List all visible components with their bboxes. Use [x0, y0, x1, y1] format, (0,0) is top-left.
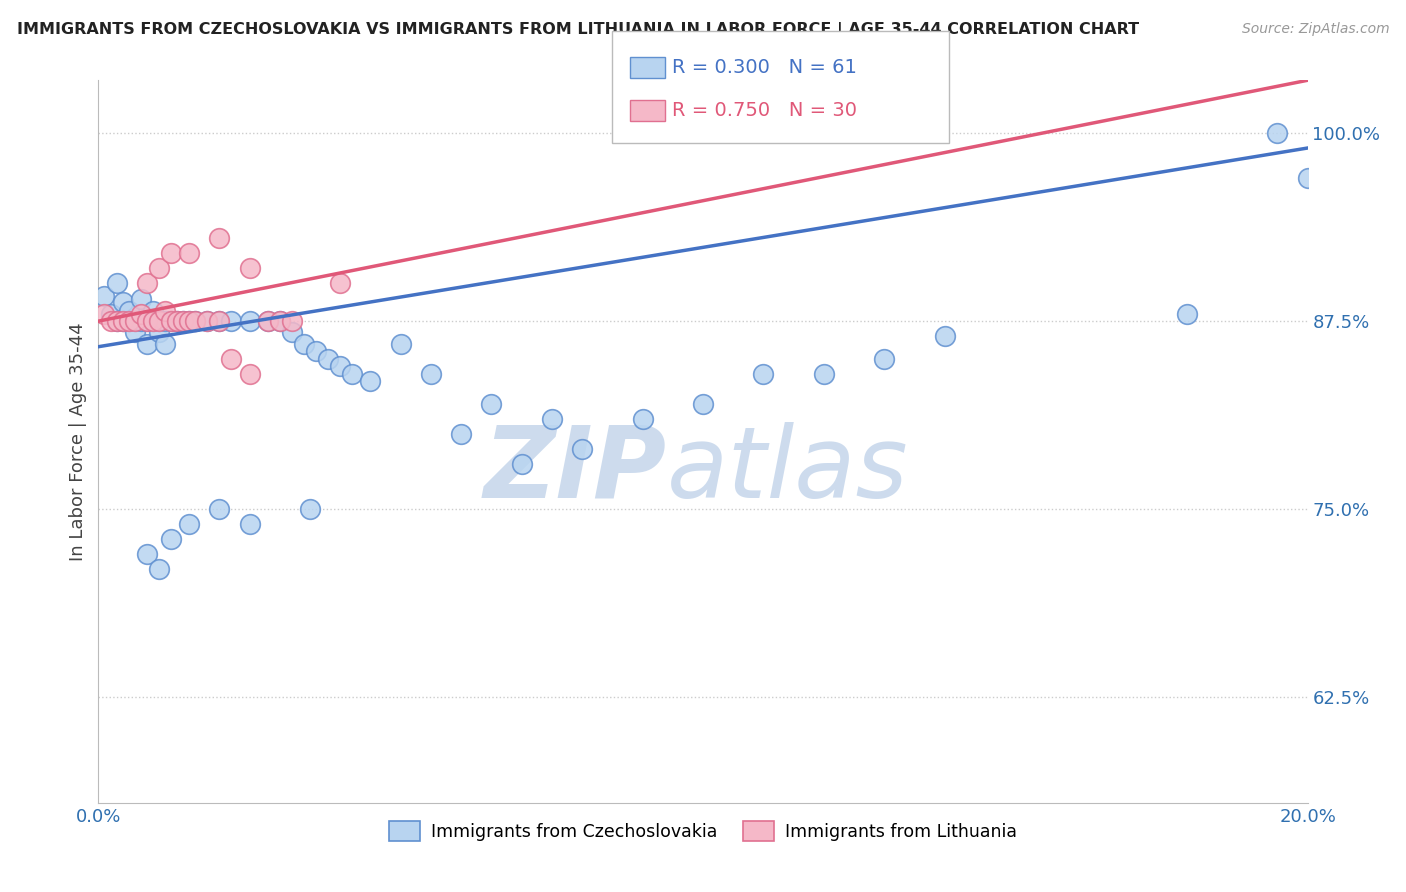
Point	[208, 314, 231, 328]
Point	[100, 307, 122, 321]
Point	[142, 314, 165, 328]
Point	[135, 314, 157, 328]
Point	[142, 303, 165, 318]
Point	[166, 314, 188, 328]
Point	[1267, 126, 1289, 140]
Point	[135, 277, 157, 291]
Point	[135, 336, 157, 351]
Point	[153, 314, 176, 328]
Point	[148, 261, 170, 276]
Point	[105, 314, 128, 328]
Point	[195, 314, 218, 328]
Point	[160, 246, 183, 260]
Point	[160, 533, 183, 547]
Point	[269, 314, 291, 328]
Point	[129, 292, 152, 306]
Point	[100, 314, 122, 328]
Point	[179, 314, 201, 328]
Text: atlas: atlas	[666, 422, 908, 519]
Text: IMMIGRANTS FROM CZECHOSLOVAKIA VS IMMIGRANTS FROM LITHUANIA IN LABOR FORCE | AGE: IMMIGRANTS FROM CZECHOSLOVAKIA VS IMMIGR…	[17, 22, 1139, 38]
Point	[129, 307, 152, 321]
Point	[305, 344, 328, 359]
Point	[118, 314, 141, 328]
Text: R = 0.750   N = 30: R = 0.750 N = 30	[672, 101, 858, 120]
Point	[389, 336, 412, 351]
Point	[450, 427, 472, 442]
Point	[124, 314, 146, 328]
Point	[316, 351, 339, 366]
Point	[153, 303, 176, 318]
Text: R = 0.300   N = 61: R = 0.300 N = 61	[672, 58, 856, 78]
Point	[142, 314, 165, 328]
Point	[135, 314, 157, 328]
Point	[148, 314, 170, 328]
Point	[118, 303, 141, 318]
Point	[329, 359, 352, 374]
Point	[184, 314, 207, 328]
Point	[172, 314, 194, 328]
Point	[239, 314, 262, 328]
Point	[571, 442, 593, 456]
Point	[239, 367, 262, 381]
Point	[631, 412, 654, 426]
Point	[148, 325, 170, 339]
Point	[281, 314, 304, 328]
Point	[179, 314, 201, 328]
Point	[208, 502, 231, 516]
Point	[179, 246, 201, 260]
Point	[256, 314, 278, 328]
Point	[281, 325, 304, 339]
Point	[692, 397, 714, 411]
Point	[129, 314, 152, 328]
Point	[124, 314, 146, 328]
Point	[208, 231, 231, 245]
Point	[184, 314, 207, 328]
Point	[160, 314, 183, 328]
Point	[873, 351, 896, 366]
Point	[208, 314, 231, 328]
Point	[299, 502, 322, 516]
Point	[118, 314, 141, 328]
Point	[179, 517, 201, 532]
Text: ZIP: ZIP	[484, 422, 666, 519]
Point	[111, 314, 134, 328]
Point	[148, 562, 170, 576]
Point	[510, 457, 533, 471]
Point	[1296, 171, 1319, 186]
Point	[135, 548, 157, 562]
Point	[93, 288, 115, 302]
Point	[934, 329, 956, 343]
Point	[166, 314, 188, 328]
Point	[195, 314, 218, 328]
Point	[269, 314, 291, 328]
Point	[239, 517, 262, 532]
Point	[481, 397, 503, 411]
Point	[124, 325, 146, 339]
Point	[360, 375, 382, 389]
Legend: Immigrants from Czechoslovakia, Immigrants from Lithuania: Immigrants from Czechoslovakia, Immigran…	[382, 814, 1024, 848]
Point	[342, 367, 364, 381]
Point	[153, 336, 176, 351]
Point	[813, 367, 835, 381]
Point	[540, 412, 562, 426]
Point	[105, 277, 128, 291]
Y-axis label: In Labor Force | Age 35-44: In Labor Force | Age 35-44	[69, 322, 87, 561]
Point	[420, 367, 443, 381]
Point	[148, 314, 170, 328]
Point	[111, 314, 134, 328]
Point	[111, 294, 134, 309]
Point	[105, 314, 128, 328]
Point	[329, 277, 352, 291]
Point	[256, 314, 278, 328]
Point	[752, 367, 775, 381]
Point	[93, 307, 115, 321]
Point	[1175, 307, 1198, 321]
Point	[221, 351, 243, 366]
Point	[292, 336, 315, 351]
Point	[221, 314, 243, 328]
Point	[160, 314, 183, 328]
Point	[172, 314, 194, 328]
Point	[239, 261, 262, 276]
Text: Source: ZipAtlas.com: Source: ZipAtlas.com	[1241, 22, 1389, 37]
